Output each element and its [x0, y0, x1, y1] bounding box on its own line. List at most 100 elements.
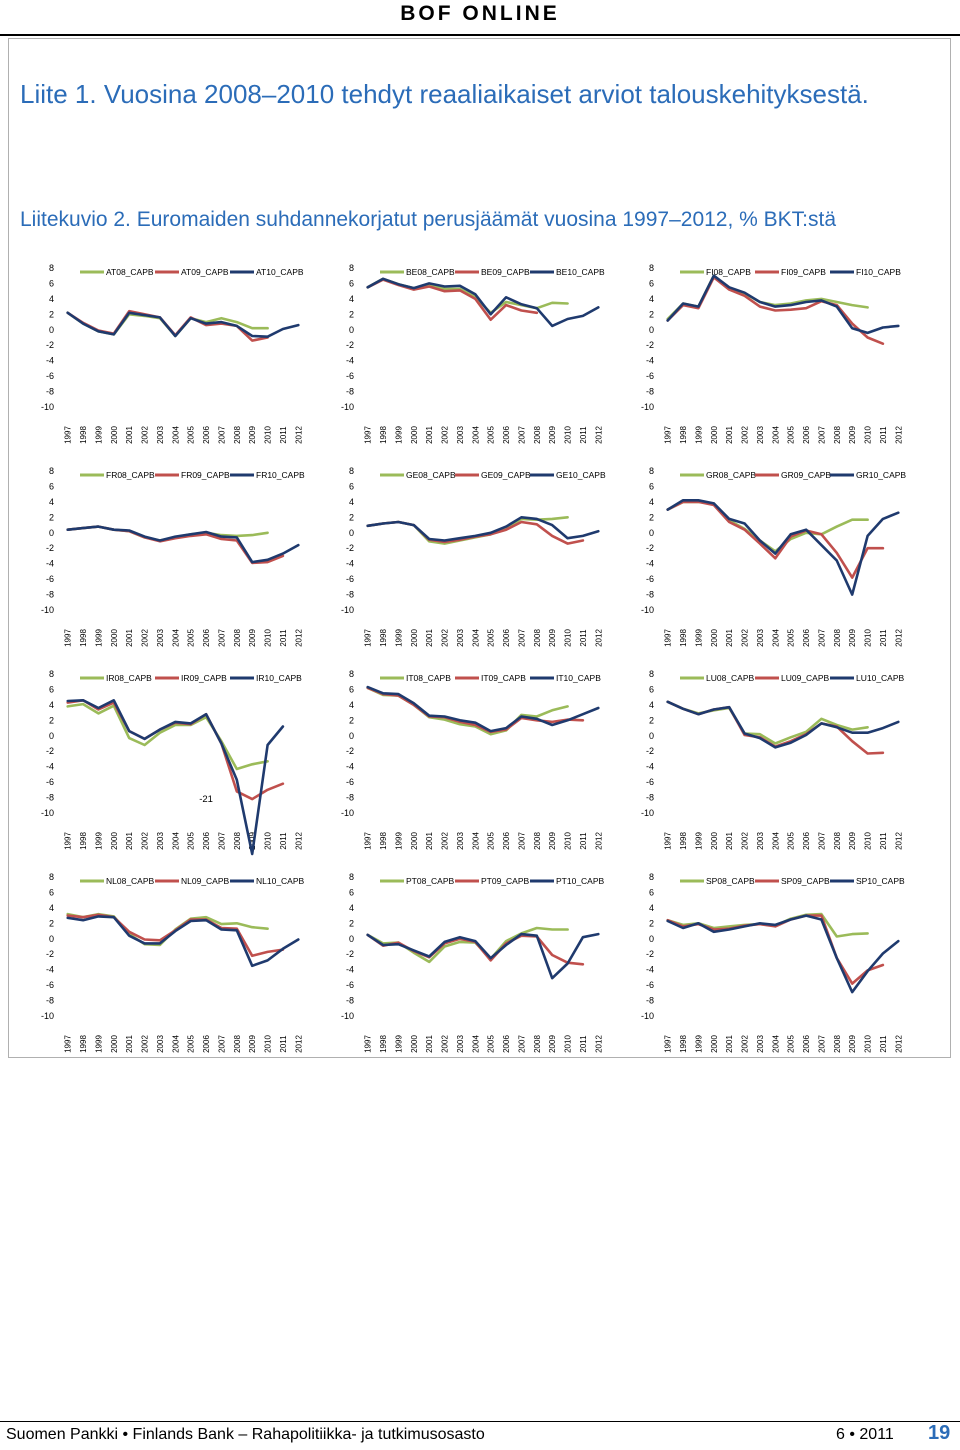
y-tick-label: 2: [649, 918, 654, 928]
x-tick-label: 1998: [379, 1035, 388, 1053]
x-tick-label: 2005: [487, 629, 496, 647]
legend-label: GE10_CAPB: [556, 470, 606, 480]
x-tick-label: 2001: [725, 426, 734, 444]
x-tick-label: 1999: [394, 1035, 403, 1053]
legend-label: GR10_CAPB: [856, 470, 906, 480]
x-tick-label: 2004: [171, 1035, 180, 1053]
x-tick-label: 2008: [833, 426, 842, 444]
x-tick-label: 2003: [456, 1035, 465, 1053]
x-tick-label: 2009: [548, 1035, 557, 1053]
y-tick-label: 0: [349, 934, 354, 944]
x-tick-label: 2000: [410, 426, 419, 444]
y-tick-label: 8: [49, 466, 54, 476]
y-tick-label: -8: [46, 590, 54, 600]
x-tick-label: 1997: [64, 1035, 73, 1053]
y-tick-label: 4: [49, 903, 54, 913]
x-tick-label: 2011: [879, 426, 888, 444]
x-tick-label: 2007: [217, 832, 226, 850]
x-tick-label: 2001: [425, 426, 434, 444]
x-tick-label: 2003: [756, 629, 765, 647]
y-tick-label: 4: [649, 700, 654, 710]
series-line-fr10_capb: [66, 525, 300, 564]
y-tick-label: 8: [649, 263, 654, 273]
x-tick-label: 1998: [79, 832, 88, 850]
x-tick-label: 2005: [787, 832, 796, 850]
y-tick-label: -10: [41, 402, 54, 412]
x-tick-label: 2011: [579, 426, 588, 444]
x-tick-label: 1999: [394, 426, 403, 444]
x-tick-label: 2011: [279, 1035, 288, 1053]
legend-label: GE09_CAPB: [481, 470, 531, 480]
y-tick-label: 6: [649, 684, 654, 694]
x-tick-label: 2003: [456, 832, 465, 850]
x-tick-label: 2004: [471, 426, 480, 444]
x-tick-label: 2002: [141, 832, 150, 850]
x-tick-label: 2007: [517, 1035, 526, 1053]
x-tick-label: 2010: [564, 426, 573, 444]
y-tick-label: 8: [649, 872, 654, 882]
x-tick-label: 2008: [233, 426, 242, 444]
x-tick-label: 1999: [94, 832, 103, 850]
y-tick-label: 2: [349, 512, 354, 522]
x-tick-label: 1999: [94, 426, 103, 444]
y-tick-label: 0: [49, 731, 54, 741]
legend-label: IT10_CAPB: [556, 673, 601, 683]
x-tick-label: 2002: [141, 629, 150, 647]
x-tick-label: 2000: [110, 1035, 119, 1053]
y-tick-label: -2: [346, 746, 354, 756]
x-tick-label: 2012: [594, 832, 603, 850]
y-tick-label: 4: [349, 700, 354, 710]
x-tick-label: 1997: [364, 832, 373, 850]
legend-label: IT09_CAPB: [481, 673, 526, 683]
x-tick-label: 2005: [487, 832, 496, 850]
y-tick-label: 2: [649, 309, 654, 319]
x-tick-label: 2005: [187, 426, 196, 444]
x-tick-label: 2012: [894, 426, 903, 444]
x-tick-label: 2008: [233, 1035, 242, 1053]
x-tick-label: 1997: [664, 1035, 673, 1053]
x-tick-label: 2002: [141, 426, 150, 444]
x-tick-label: 2010: [864, 426, 873, 444]
y-tick-label: 8: [349, 466, 354, 476]
legend-label: AT09_CAPB: [181, 267, 229, 277]
x-tick-label: 1997: [364, 1035, 373, 1053]
y-tick-label: 6: [49, 684, 54, 694]
y-tick-label: -4: [646, 559, 654, 569]
y-tick-label: 0: [649, 731, 654, 741]
y-tick-label: -10: [41, 605, 54, 615]
x-tick-label: 2004: [771, 1035, 780, 1053]
series-line-lu08_capb: [666, 700, 869, 745]
x-tick-label: 1998: [379, 629, 388, 647]
x-tick-label: 1998: [79, 1035, 88, 1053]
y-tick-label: -2: [346, 340, 354, 350]
x-tick-label: 2002: [141, 1035, 150, 1053]
x-tick-label: 2010: [864, 629, 873, 647]
y-tick-label: 2: [49, 918, 54, 928]
x-tick-label: 2007: [217, 629, 226, 647]
x-tick-label: 2003: [756, 1035, 765, 1053]
x-tick-label: 2004: [771, 629, 780, 647]
y-tick-label: -2: [346, 949, 354, 959]
legend-label: AT08_CAPB: [106, 267, 154, 277]
x-tick-label: 2006: [202, 629, 211, 647]
y-tick-label: 2: [49, 309, 54, 319]
x-tick-label: 2007: [217, 426, 226, 444]
y-tick-label: -2: [46, 746, 54, 756]
y-tick-label: 4: [349, 497, 354, 507]
legend-label: NL10_CAPB: [256, 876, 305, 886]
legend-label: SP08_CAPB: [706, 876, 755, 886]
y-tick-label: -4: [346, 762, 354, 772]
x-tick-label: 2012: [894, 629, 903, 647]
x-tick-label: 2001: [425, 629, 434, 647]
y-tick-label: -4: [346, 356, 354, 366]
x-tick-label: 2006: [502, 1035, 511, 1053]
x-tick-label: 2006: [502, 426, 511, 444]
x-tick-label: 2003: [156, 1035, 165, 1053]
x-tick-label: 2009: [548, 832, 557, 850]
y-tick-label: -6: [346, 574, 354, 584]
y-tick-label: -8: [646, 793, 654, 803]
x-tick-label: 2010: [864, 1035, 873, 1053]
series-line-at10_capb: [66, 311, 300, 338]
y-tick-label: -4: [46, 356, 54, 366]
x-tick-label: 2011: [279, 832, 288, 850]
